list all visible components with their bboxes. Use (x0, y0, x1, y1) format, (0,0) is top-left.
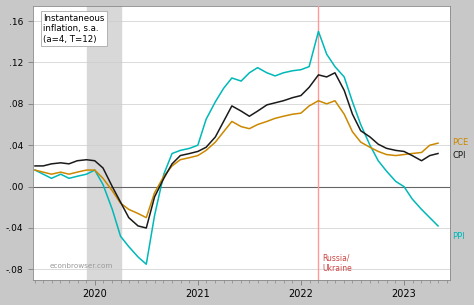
Text: econbrowser.com: econbrowser.com (50, 263, 113, 269)
Text: Russia/
Ukraine: Russia/ Ukraine (323, 254, 352, 273)
Text: CPI: CPI (453, 151, 466, 160)
Bar (86, 5, 120, 280)
Text: PCE: PCE (453, 138, 469, 147)
Text: Instantaneous
inflation, s.a.
(a=4, T=12): Instantaneous inflation, s.a. (a=4, T=12… (43, 14, 105, 44)
Text: PPI: PPI (453, 232, 465, 241)
